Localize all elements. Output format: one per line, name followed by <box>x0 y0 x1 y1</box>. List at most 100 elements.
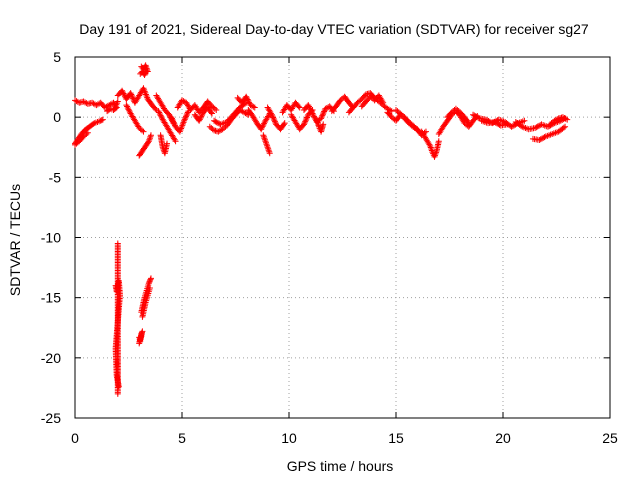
data-point <box>509 123 516 130</box>
x-tick-label: 25 <box>602 430 618 446</box>
data-point <box>266 150 273 157</box>
data-point <box>562 123 569 130</box>
data-point <box>302 117 309 124</box>
data-point <box>124 103 131 110</box>
data-point <box>379 98 386 105</box>
data-point <box>494 120 501 127</box>
y-tick-label: -15 <box>41 290 61 306</box>
data-point <box>504 121 511 128</box>
data-point <box>472 113 479 120</box>
data-point <box>271 117 278 124</box>
data-point <box>261 120 268 127</box>
data-point <box>198 112 205 119</box>
data-point <box>268 110 275 117</box>
data-point <box>465 120 472 127</box>
data-point <box>168 115 175 122</box>
data-point <box>123 102 130 109</box>
data-point <box>541 134 548 141</box>
data-point <box>380 99 387 106</box>
y-tick-label: -5 <box>49 169 62 185</box>
y-axis-label: SDTVAR / TECUs <box>7 184 23 296</box>
data-point <box>564 116 571 123</box>
data-point <box>281 120 288 127</box>
data-point <box>197 114 204 121</box>
data-point <box>164 140 171 147</box>
data-point <box>295 103 302 110</box>
data-point <box>309 110 316 117</box>
data-point <box>114 390 121 397</box>
data-point <box>147 275 154 282</box>
data-point <box>168 114 175 121</box>
data-point <box>184 109 191 116</box>
data-point <box>521 117 528 124</box>
data-point <box>388 108 395 115</box>
data-point <box>112 105 119 112</box>
data-point <box>495 121 502 128</box>
data-point <box>538 135 545 142</box>
data-point <box>114 98 121 105</box>
data-point <box>308 107 315 114</box>
data-point <box>121 91 128 98</box>
data-point <box>211 105 218 112</box>
data-point <box>155 108 162 115</box>
data-point <box>127 90 134 97</box>
data-point <box>307 106 314 113</box>
data-point <box>183 112 190 119</box>
data-point <box>562 115 569 122</box>
data-point <box>169 116 176 123</box>
data-point <box>308 109 315 116</box>
data-point <box>128 92 135 99</box>
y-tick-label: 5 <box>53 49 61 65</box>
data-point <box>413 126 420 133</box>
data-point <box>320 109 327 116</box>
data-point <box>475 114 482 121</box>
data-point <box>250 103 257 110</box>
data-point <box>260 121 267 128</box>
data-point <box>156 109 163 116</box>
data-point <box>198 113 205 120</box>
data-point <box>146 285 153 292</box>
data-point <box>170 119 177 126</box>
data-point <box>119 87 126 94</box>
data-point <box>181 116 188 123</box>
data-point <box>319 112 326 119</box>
data-point <box>560 124 567 131</box>
data-point <box>280 121 287 128</box>
data-point <box>259 123 266 130</box>
data-point <box>90 120 97 127</box>
data-point <box>120 90 127 97</box>
data-point <box>318 113 325 120</box>
data-point <box>258 124 265 131</box>
data-point <box>321 108 328 115</box>
data-point <box>208 110 215 117</box>
data-point <box>158 113 165 120</box>
data-point <box>471 112 478 119</box>
data-point <box>147 276 154 283</box>
data-point <box>157 112 164 119</box>
data-point <box>213 106 220 113</box>
data-point <box>139 127 146 134</box>
data-point <box>554 116 561 123</box>
y-tick-label: -20 <box>41 350 61 366</box>
data-point <box>470 111 477 118</box>
data-point <box>113 104 120 111</box>
chart-title: Day 191 of 2021, Sidereal Day-to-day VTE… <box>79 21 589 37</box>
data-point <box>243 93 250 100</box>
data-point <box>305 103 312 110</box>
data-point <box>138 333 145 340</box>
data-point <box>414 127 421 134</box>
data-point <box>306 104 313 111</box>
data-point <box>140 128 147 135</box>
data-point <box>305 102 312 109</box>
data-point <box>128 91 135 98</box>
data-point <box>182 113 189 120</box>
data-point <box>99 116 106 123</box>
data-point <box>300 121 307 128</box>
data-point <box>125 106 132 113</box>
data-point <box>246 99 253 106</box>
data-point <box>537 136 544 143</box>
data-point <box>211 117 218 124</box>
y-tick-label: 0 <box>53 109 61 125</box>
y-tick-label: -25 <box>41 410 61 426</box>
